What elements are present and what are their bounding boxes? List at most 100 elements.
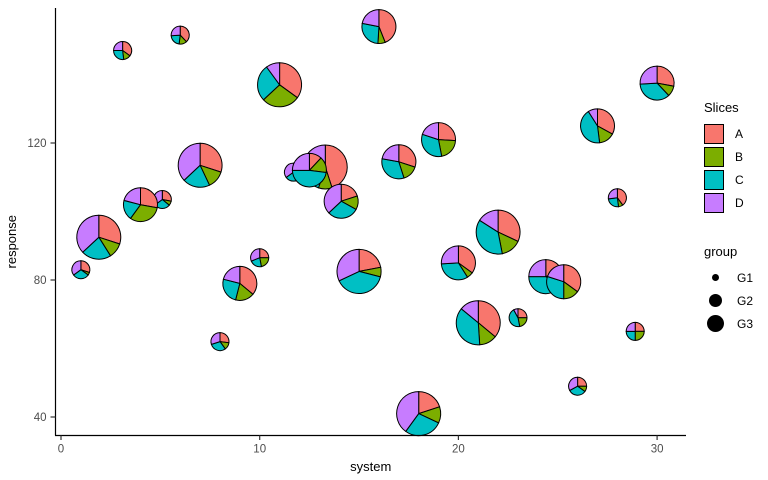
legend-slices-title: Slices xyxy=(704,100,739,115)
legend-group-title: group xyxy=(704,244,738,259)
legend-item-b: B xyxy=(704,145,744,168)
pie-point-G2 xyxy=(222,265,258,301)
pie-point-G3 xyxy=(76,214,122,260)
pie-slice-a xyxy=(279,62,303,99)
pie-slice-d xyxy=(222,265,241,285)
pie-slice-a xyxy=(219,332,230,344)
pie-slice-a xyxy=(577,376,588,387)
pie-slice-a xyxy=(497,209,521,243)
pie-slice-a xyxy=(438,122,457,142)
pie-point-G3 xyxy=(475,209,521,255)
pie-slice-a xyxy=(563,264,582,293)
size-dot-g2-box xyxy=(704,290,726,312)
pie-slice-d xyxy=(528,259,547,278)
pie-point-G1 xyxy=(508,308,528,328)
pie-slice-d xyxy=(587,108,598,128)
pie-point-G3 xyxy=(177,142,223,188)
legend-label-d: D xyxy=(735,195,744,210)
x-axis-title: system xyxy=(350,459,391,474)
pie-slice-a xyxy=(259,248,270,259)
pie-slice-d xyxy=(639,65,658,85)
y-tick-label: 120 xyxy=(27,138,46,150)
legend-label-b: B xyxy=(735,149,744,164)
pie-point-G3 xyxy=(336,248,382,294)
pie-slice-c xyxy=(338,270,382,294)
pie-slice-d xyxy=(170,25,181,37)
pie-point-G1 xyxy=(607,188,627,208)
pie-slice-d xyxy=(265,62,281,87)
legend-item-g3: G3 xyxy=(704,312,753,335)
legend-label-a: A xyxy=(735,126,744,141)
pie-point-G2 xyxy=(122,187,158,223)
pie-slice-c xyxy=(639,82,670,101)
pie-slice-d xyxy=(546,264,565,283)
pie-slice-c xyxy=(546,275,565,300)
swatch-c xyxy=(704,169,724,190)
size-dot-g3-box xyxy=(704,313,726,335)
pie-point-G3 xyxy=(455,300,501,346)
legend-item-g1: G1 xyxy=(704,266,753,289)
pie-point-G2 xyxy=(639,65,675,101)
pie-point-G2 xyxy=(323,183,359,219)
pie-slice-d xyxy=(568,376,579,392)
size-dot-g1 xyxy=(711,274,719,281)
legend-item-a: A xyxy=(704,122,744,145)
pie-slice-d xyxy=(460,300,479,324)
pie-point-G1 xyxy=(568,376,588,396)
pie-slice-d xyxy=(291,152,310,171)
x-tick-label: 20 xyxy=(452,444,465,456)
pie-point-G2 xyxy=(291,152,327,188)
pie-point-G2 xyxy=(580,108,615,144)
pie-point-G2 xyxy=(361,9,397,45)
legend-item-d: D xyxy=(704,191,744,214)
pie-slice-d xyxy=(396,391,420,433)
x-tick-label: 30 xyxy=(651,444,664,456)
pie-point-G1 xyxy=(210,332,230,352)
pie-slice-d xyxy=(177,142,201,182)
pie-slice-a xyxy=(477,300,501,338)
pie-point-G2 xyxy=(440,245,476,281)
legend-slices: Slices A B C D xyxy=(704,100,744,214)
pie-slice-d xyxy=(381,144,400,163)
pie-slice-d xyxy=(336,248,360,282)
pie-slice-c xyxy=(328,200,357,219)
pie-slice-d xyxy=(513,308,519,318)
size-dot-g3 xyxy=(706,315,724,332)
pie-point-G2 xyxy=(381,144,417,180)
legend-item-c: C xyxy=(704,168,744,191)
legend-label-g3: G3 xyxy=(737,316,754,331)
pie-slice-c xyxy=(475,219,503,255)
legend-group: group G1 G2 G3 xyxy=(704,244,753,335)
pie-slice-c xyxy=(455,308,481,346)
pie-slice-c xyxy=(361,22,380,45)
pie-slice-a xyxy=(457,245,476,274)
pie-slice-c xyxy=(625,330,636,341)
pie-slice-a xyxy=(140,187,158,209)
pie-slice-b xyxy=(129,204,158,223)
pie-point-G1 xyxy=(250,248,270,268)
y-tick-label: 40 xyxy=(34,412,47,424)
x-tick-label: 10 xyxy=(253,444,266,456)
x-tick-label: 0 xyxy=(58,444,64,456)
pie-slice-d xyxy=(323,183,342,214)
pie-slice-c xyxy=(508,309,521,328)
pie-slice-d xyxy=(625,321,636,332)
pie-slice-b xyxy=(634,330,645,341)
pie-slice-d xyxy=(440,245,459,265)
pie-slice-c xyxy=(440,262,469,281)
pie-slice-c xyxy=(291,169,327,188)
pie-slice-c xyxy=(381,158,405,180)
pie-point-G1 xyxy=(113,40,133,61)
pie-slice-c xyxy=(421,133,443,158)
pie-slice-a xyxy=(656,65,675,87)
pie-slice-d xyxy=(76,214,100,253)
pie-slice-c xyxy=(170,34,181,45)
pie-point-G2 xyxy=(421,122,457,158)
pie-slice-a xyxy=(98,214,122,245)
legend-label-g1: G1 xyxy=(737,270,754,285)
pie-slice-a xyxy=(634,321,645,332)
pie-slice-a xyxy=(239,265,258,296)
pie-slice-d xyxy=(113,40,124,51)
